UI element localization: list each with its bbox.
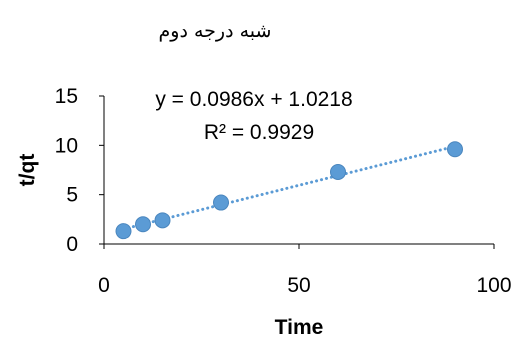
y-ticks: 0 5 10 15 [55,85,104,256]
data-point-0 [115,223,132,240]
y-tick-label-0: 0 [66,233,78,256]
y-tick-label-3: 15 [55,85,78,108]
r-squared-label: R² = 0.9929 [204,121,314,144]
trendline [122,144,457,231]
data-point-5 [447,141,463,158]
data-point-2 [154,212,171,229]
y-tick-label-1: 5 [66,184,78,207]
data-point-1 [135,216,151,233]
x-tick-label-2: 100 [476,274,511,297]
x-ticks: 0 50 100 [98,244,512,297]
data-point-3 [213,194,229,211]
y-tick-label-2: 10 [55,134,78,157]
equation-label: y = 0.0986x + 1.0218 [155,88,352,111]
x-tick-label-0: 0 [98,274,110,297]
data-point-4 [330,163,346,180]
data-points [115,141,463,240]
x-axis-label: Time [275,316,324,339]
y-axis-label: t/qt [16,154,39,187]
x-tick-label-1: 50 [287,274,310,297]
chart-title: شبه درجه دوم [159,20,272,42]
